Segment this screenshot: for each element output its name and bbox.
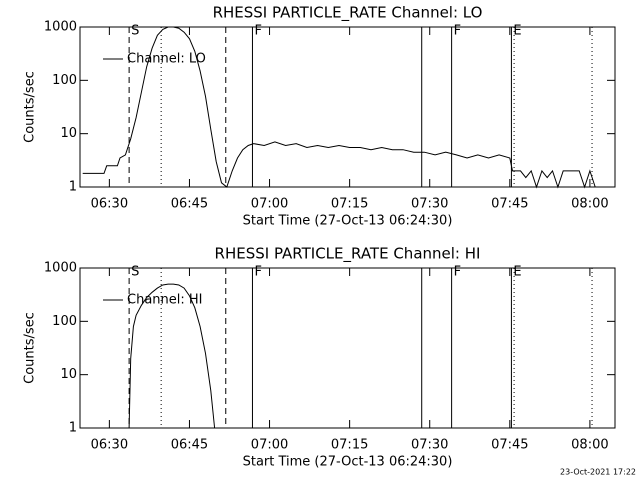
legend-label: Channel: HI xyxy=(127,293,203,308)
event-label: E xyxy=(513,265,521,280)
event-label: F xyxy=(454,24,461,39)
x-tick-label: 08:00 xyxy=(571,438,608,453)
x-tick-label: 07:30 xyxy=(411,197,448,212)
y-tick-label: 1 xyxy=(69,180,77,195)
plot-frame xyxy=(79,267,616,429)
y-tick-label: 10 xyxy=(60,126,77,141)
y-tick-label: 1000 xyxy=(44,20,77,35)
event-label: F xyxy=(254,24,261,39)
y-tick-label: 10 xyxy=(60,367,77,382)
x-tick-label: 07:15 xyxy=(331,197,368,212)
event-label: S xyxy=(131,265,139,280)
plot-frame xyxy=(79,26,616,188)
y-axis-label: Counts/sec xyxy=(23,312,38,384)
y-axis-label: Counts/sec xyxy=(23,71,38,143)
x-axis-label: Start Time (27-Oct-13 06:24:30) xyxy=(243,214,453,229)
x-tick-label: 06:30 xyxy=(91,197,128,212)
y-tick-label: 100 xyxy=(52,73,77,88)
event-label: S xyxy=(131,24,139,39)
x-tick-label: 06:45 xyxy=(171,438,208,453)
x-tick-label: 08:00 xyxy=(571,197,608,212)
y-tick-label: 1000 xyxy=(44,261,77,276)
legend-label: Channel: LO xyxy=(127,52,206,67)
x-tick-label: 07:45 xyxy=(491,438,528,453)
event-label: F xyxy=(454,265,461,280)
data-line xyxy=(128,283,216,429)
x-tick-label: 07:15 xyxy=(331,438,368,453)
x-axis-label: Start Time (27-Oct-13 06:24:30) xyxy=(243,455,453,470)
footer: 23-Oct-2021 17:22 xyxy=(560,468,636,477)
x-tick-label: 07:00 xyxy=(251,438,288,453)
x-tick-label: 06:45 xyxy=(171,197,208,212)
event-label: F xyxy=(254,265,261,280)
x-tick-label: 07:30 xyxy=(411,438,448,453)
chart-title: RHESSI PARTICLE_RATE Channel: LO xyxy=(213,4,483,23)
y-tick-label: 1 xyxy=(69,421,77,436)
x-tick-label: 07:45 xyxy=(491,197,528,212)
chart-title: RHESSI PARTICLE_RATE Channel: HI xyxy=(215,245,481,264)
event-label: E xyxy=(513,24,521,39)
y-tick-label: 100 xyxy=(52,314,77,329)
x-tick-label: 06:30 xyxy=(91,438,128,453)
x-tick-label: 07:00 xyxy=(251,197,288,212)
data-line xyxy=(82,26,596,189)
